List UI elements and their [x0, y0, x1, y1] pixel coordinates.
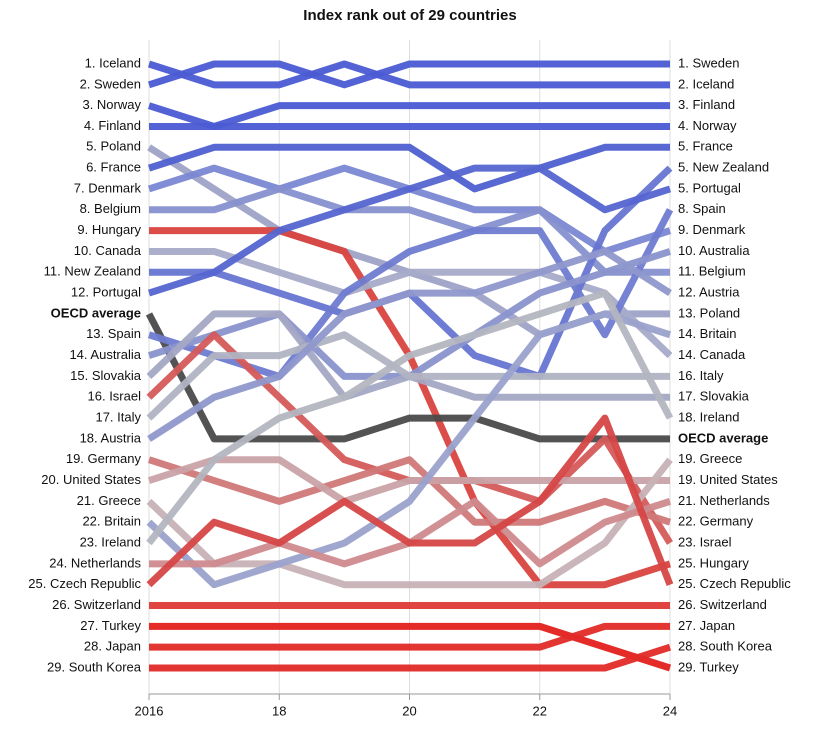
right-label: 21. Netherlands: [678, 493, 770, 508]
left-label: 25. Czech Republic: [28, 576, 141, 591]
rank-line: [146, 414, 674, 588]
right-label: 9. Denmark: [678, 222, 746, 237]
x-tick-label: 20: [402, 703, 416, 718]
rank-line: [149, 622, 672, 672]
left-label: 11. New Zealand: [44, 264, 141, 279]
rank-line: [146, 331, 670, 421]
left-label: 6. France: [86, 160, 141, 175]
right-label: 19. United States: [678, 472, 778, 487]
right-label: 25. Hungary: [678, 555, 749, 570]
right-label: 25. Czech Republic: [678, 576, 791, 591]
left-label: 16. Israel: [88, 389, 142, 404]
left-label: 10. Canada: [74, 243, 142, 258]
left-label: 19. Germany: [66, 451, 142, 466]
x-tick-label: 2016: [135, 703, 164, 718]
rank-line: [149, 185, 670, 276]
right-label: 28. South Korea: [678, 639, 773, 654]
rank-line: [146, 310, 672, 589]
right-label: 26. Switzerland: [678, 597, 767, 612]
right-label: 23. Israel: [678, 534, 732, 549]
left-label: 1. Iceland: [85, 55, 141, 70]
left-label: 15. Slovakia: [70, 368, 142, 383]
left-label: 20. United States: [41, 472, 141, 487]
left-label: 28. Japan: [84, 639, 141, 654]
right-label: 18. Ireland: [678, 410, 739, 425]
right-label: 14. Canada: [678, 347, 746, 362]
rank-line: [147, 60, 670, 89]
left-label: 14. Australia: [69, 347, 141, 362]
left-label: 27. Turkey: [80, 618, 141, 633]
x-tick-label: 24: [663, 703, 677, 718]
left-label: 8. Belgium: [80, 201, 141, 216]
rank-line: [149, 102, 670, 130]
x-tick-label: 22: [533, 703, 547, 718]
rank-line: [147, 456, 672, 526]
right-label: OECD average: [678, 430, 768, 445]
left-label: 26. Switzerland: [52, 597, 141, 612]
right-label: 5. Portugal: [678, 180, 741, 195]
left-label: 17. Italy: [95, 410, 141, 425]
rank-line: [147, 456, 670, 505]
right-label: 5. France: [678, 139, 733, 154]
right-label: 4. Norway: [678, 118, 737, 133]
rank-line: [149, 643, 672, 672]
left-label: 3. Norway: [82, 97, 141, 112]
left-label: OECD average: [51, 305, 141, 320]
left-label: 13. Spain: [86, 326, 141, 341]
right-label: 13. Poland: [678, 305, 740, 320]
right-label: 17. Slovakia: [678, 389, 750, 404]
rank-line: [147, 102, 670, 130]
right-label: 5. New Zealand: [678, 160, 769, 175]
rank-line: [147, 60, 670, 89]
right-label: 2. Iceland: [678, 76, 734, 91]
right-label: 8. Spain: [678, 201, 726, 216]
x-tick-label: 18: [272, 703, 286, 718]
left-label: 24. Netherlands: [49, 555, 141, 570]
left-label: 29. South Korea: [47, 659, 142, 674]
right-label: 27. Japan: [678, 618, 735, 633]
rank-line: [146, 289, 674, 546]
right-label: 1. Sweden: [678, 55, 739, 70]
right-label: 19. Greece: [678, 451, 742, 466]
left-label: 12. Portugal: [71, 285, 141, 300]
left-label: 9. Hungary: [77, 222, 141, 237]
left-label: 21. Greece: [77, 493, 141, 508]
left-label: 18. Austria: [80, 430, 142, 445]
rank-line: [149, 622, 670, 651]
right-label: 12. Austria: [678, 285, 740, 300]
left-label: 5. Poland: [86, 139, 141, 154]
left-label: 23. Ireland: [80, 534, 141, 549]
rank-line: [147, 164, 672, 297]
rank-line: [147, 143, 670, 193]
right-label: 11. Belgium: [678, 264, 746, 279]
right-label: 3. Finland: [678, 97, 735, 112]
left-label: 4. Finland: [84, 118, 141, 133]
right-label: 16. Italy: [678, 368, 724, 383]
right-label: 22. Germany: [678, 514, 754, 529]
rank-line: [146, 457, 673, 589]
left-label: 2. Sweden: [80, 76, 141, 91]
left-label: 22. Britain: [82, 514, 141, 529]
rank-line: [145, 312, 670, 443]
left-label: 7. Denmark: [74, 180, 142, 195]
right-label: 10. Australia: [678, 243, 750, 258]
rank-line: [147, 247, 672, 442]
right-label: 14. Britain: [678, 326, 737, 341]
right-label: 29. Turkey: [678, 659, 739, 674]
chart-title: Index rank out of 29 countries: [303, 7, 516, 24]
